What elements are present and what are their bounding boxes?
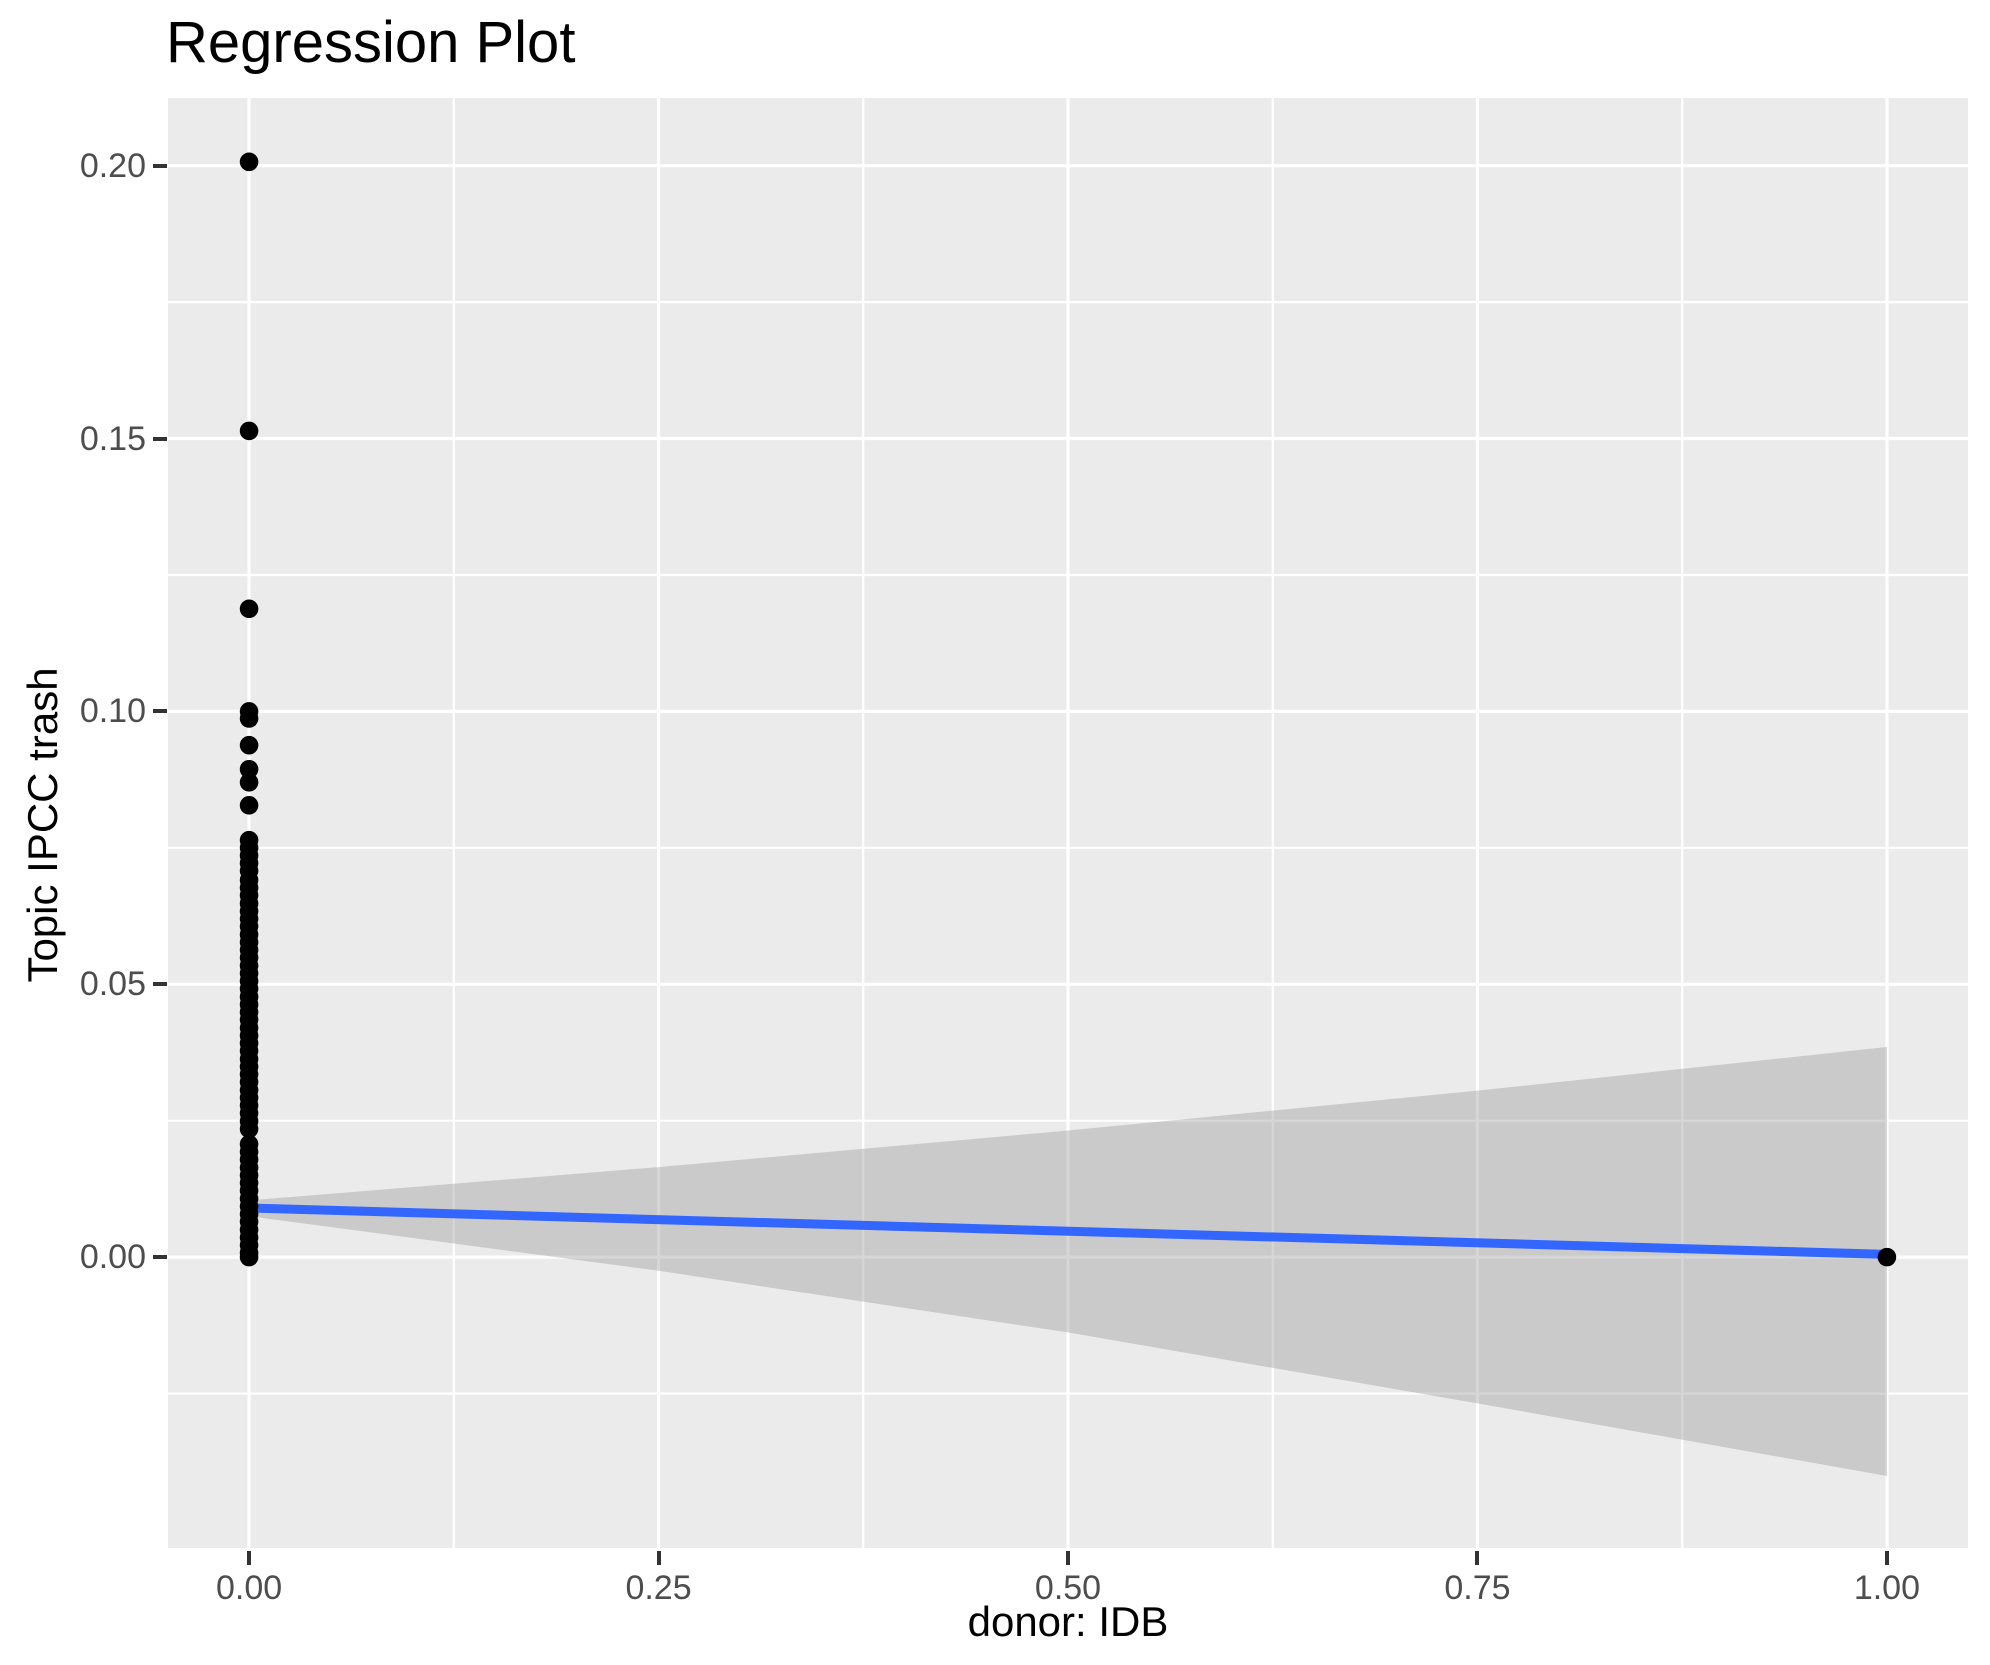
x-tick-mark — [247, 1551, 252, 1565]
x-tick-mark — [1475, 1551, 1480, 1565]
y-tick-mark — [153, 709, 167, 714]
y-tick-label: 0.10 — [79, 692, 146, 731]
x-tick-label: 0.50 — [1034, 1569, 1102, 1607]
data-point — [239, 735, 259, 755]
y-tick-mark — [153, 436, 167, 441]
x-axis-title: donor: IDB — [967, 1598, 1169, 1645]
data-point — [239, 152, 259, 172]
data-point — [239, 599, 259, 619]
y-tick-label: 0.05 — [79, 965, 146, 1004]
data-point — [239, 773, 259, 792]
data-point — [239, 1247, 259, 1267]
data-point — [239, 1119, 259, 1139]
confidence-band — [249, 1047, 1887, 1476]
x-tick-label: 0.75 — [1444, 1569, 1511, 1607]
x-tick-mark — [1066, 1551, 1070, 1565]
x-tick-mark — [656, 1551, 661, 1565]
x-tick-label: 0.00 — [215, 1569, 283, 1607]
y-tick-mark — [153, 982, 167, 987]
data-point — [239, 421, 259, 441]
x-tick-mark — [1884, 1551, 1889, 1565]
plot-panel — [168, 98, 1968, 1548]
data-point — [1877, 1247, 1897, 1267]
plot-svg — [168, 98, 1968, 1548]
y-tick-label: 0.20 — [79, 146, 146, 185]
x-tick-label: 1.00 — [1853, 1569, 1921, 1607]
chart-title: Regression Plot — [166, 10, 576, 75]
y-tick-mark — [153, 1255, 167, 1260]
data-point — [239, 709, 259, 728]
y-tick-mark — [153, 163, 167, 168]
x-tick-label: 0.25 — [625, 1569, 692, 1607]
data-point — [239, 759, 259, 779]
data-point — [239, 795, 259, 815]
regression-line — [244, 1203, 1892, 1259]
y-tick-label: 0.15 — [79, 419, 146, 458]
y-tick-label: 0.00 — [79, 1238, 146, 1277]
